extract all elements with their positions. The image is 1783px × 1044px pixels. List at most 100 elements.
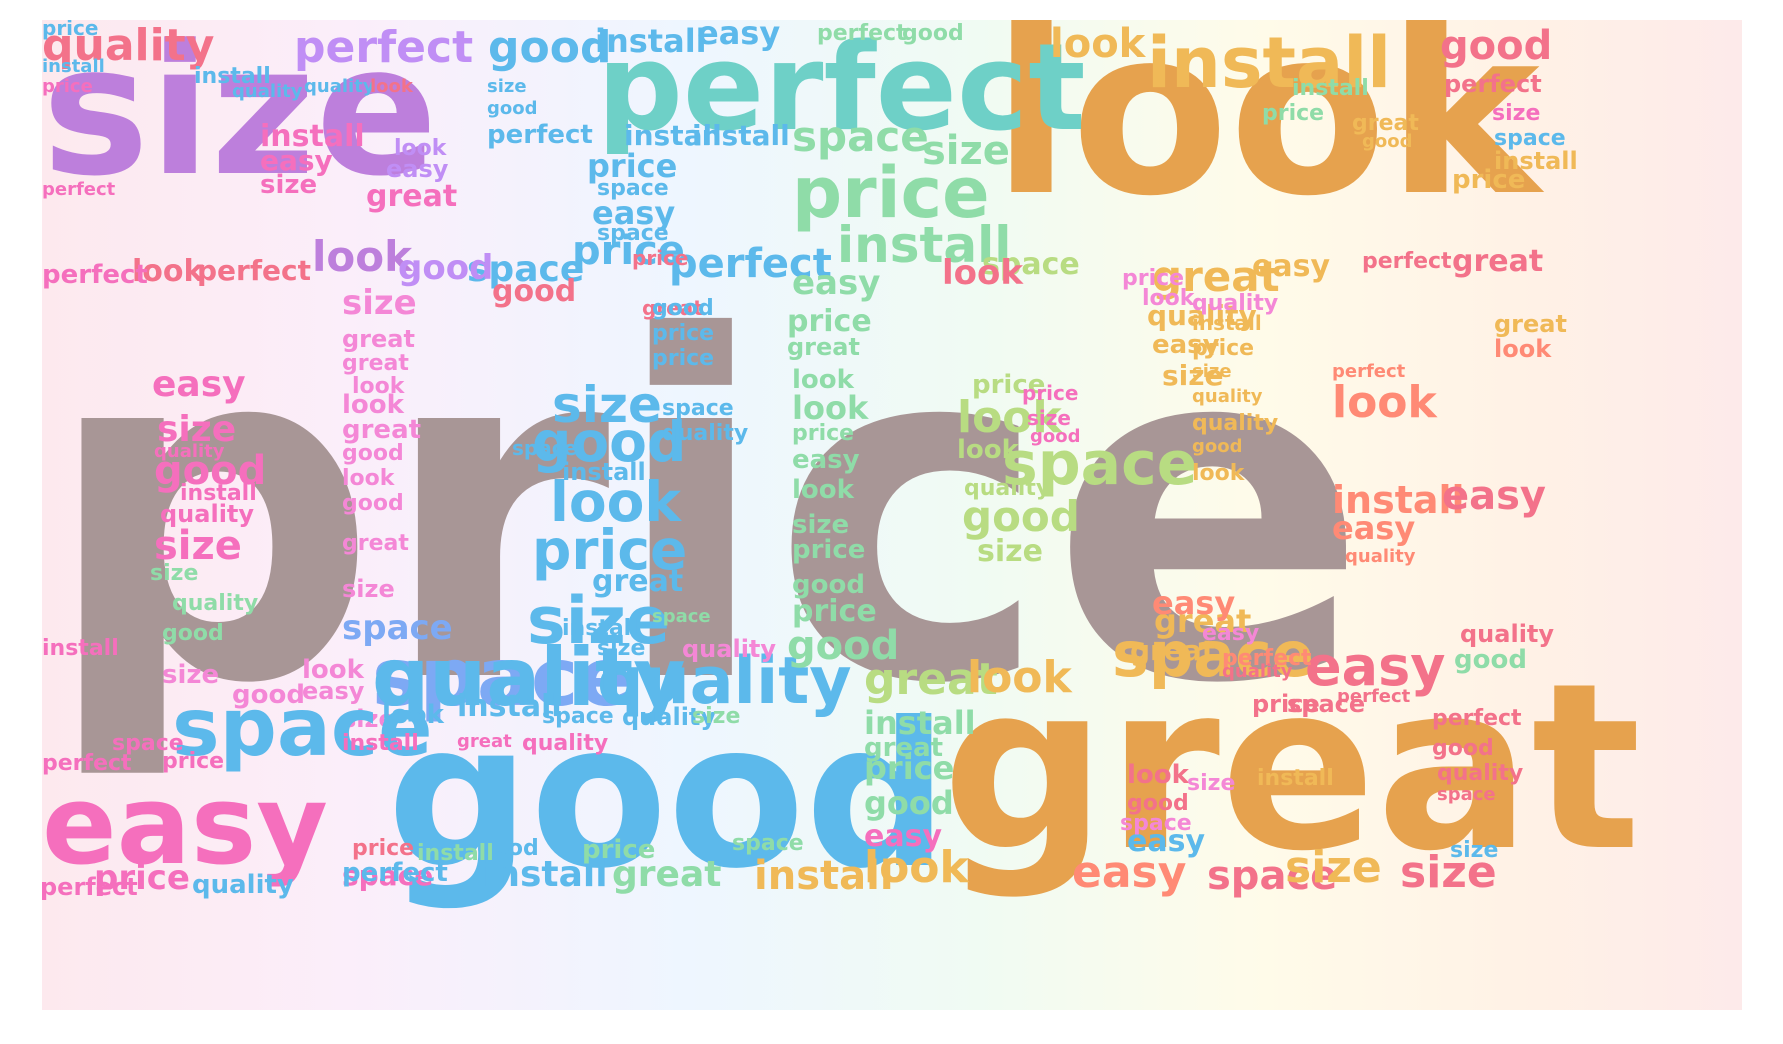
word-perfect: perfect [669,241,832,287]
word-size: size [1027,406,1071,430]
word-good: good [1454,645,1527,675]
word-great: great [1152,252,1280,301]
word-price: price [162,749,225,774]
word-install: install [42,56,105,77]
word-install: install [194,64,271,89]
word-perfect: perfect [42,873,138,901]
word-good: good [232,680,305,710]
word-quality: quality [597,644,852,719]
word-great: great [1352,111,1419,136]
word-great: great [342,531,409,556]
word-quality: quality [304,76,375,97]
word-easy: easy [864,819,943,854]
word-perfect: perfect [294,22,474,73]
word-price: price [1022,381,1079,405]
word-good: good [387,680,949,913]
word-quality: quality [1192,411,1279,436]
word-great: great [864,654,998,705]
word-size: size [150,561,199,586]
word-space: space [1207,853,1338,899]
word-price: price [972,370,1046,400]
word-price: price [532,518,688,582]
word-look: look [1332,377,1437,428]
word-look: look [792,475,854,505]
word-price: price [42,20,99,40]
word-look: look [957,392,1062,443]
word-size: size [1450,838,1499,863]
word-space: space [1437,784,1496,805]
word-install: install [562,458,646,486]
word-size: size [1492,101,1541,126]
word-good: good [487,98,538,119]
word-install: install [1147,22,1392,104]
word-look: look [1142,286,1195,311]
word-space: space [1494,126,1566,151]
word-great: great [1494,310,1567,338]
word-price: price [652,321,715,346]
word-install: install [595,22,707,60]
word-look: look [864,842,969,893]
word-price: price [352,836,415,861]
word-install: install [754,853,894,899]
word-perfect: perfect [342,858,448,888]
word-look: look [957,435,1019,465]
word-easy: easy [1252,249,1331,284]
word-great: great [457,731,512,752]
word-size: size [552,376,662,434]
word-quality: quality [662,421,749,446]
word-price: price [864,749,955,787]
word-price: price [1452,165,1526,195]
word-look: look [792,389,869,427]
word-price: price [792,535,866,565]
word-price: price [1252,690,1320,718]
word-size: size [342,283,417,323]
word-quality: quality [1345,546,1416,567]
word-install: install [260,119,365,154]
word-look: look [312,232,413,281]
word-perfect: perfect [42,179,116,200]
word-perfect: perfect [597,20,1086,158]
word-perfect: perfect [1432,706,1522,731]
word-look: look [967,652,1072,703]
word-price: price [42,239,1369,786]
word-install: install [417,841,494,866]
word-great: great [642,296,703,320]
word-easy: easy [1152,584,1236,622]
word-look: look [352,374,405,399]
word-price: price [572,228,685,274]
word-good: good [492,274,577,309]
word-easy: easy [152,364,246,405]
word-size: size [1192,361,1232,382]
word-install: install [1494,147,1578,175]
word-good: good [1440,23,1553,69]
word-perfect: perfect [1332,361,1406,382]
word-price: price [632,246,689,270]
word-price: price [582,835,656,865]
word-perfect: perfect [1222,646,1312,671]
word-quality: quality [1437,761,1524,786]
word-good: good [962,492,1080,541]
word-easy: easy [42,761,329,889]
word-install: install [1292,76,1369,101]
word-perfect: perfect [1362,249,1452,274]
word-quality: quality [1147,299,1257,332]
word-price: price [94,858,190,898]
word-easy: easy [1152,330,1220,360]
word-install: install [180,481,257,506]
word-quality: quality [964,476,1051,501]
word-good: good [1030,426,1081,447]
word-space: space [1112,618,1314,691]
word-easy: easy [302,677,365,705]
word-price: price [1262,101,1325,126]
word-space: space [172,681,433,774]
word-space: space [467,249,585,290]
word-install: install [457,689,562,724]
word-easy: easy [260,144,333,177]
word-space: space [542,704,614,729]
word-install: install [342,731,419,756]
word-good: good [488,22,612,73]
word-size: size [342,705,395,733]
word-install: install [864,704,976,742]
word-space: space [792,112,929,161]
word-great: great [342,325,415,353]
